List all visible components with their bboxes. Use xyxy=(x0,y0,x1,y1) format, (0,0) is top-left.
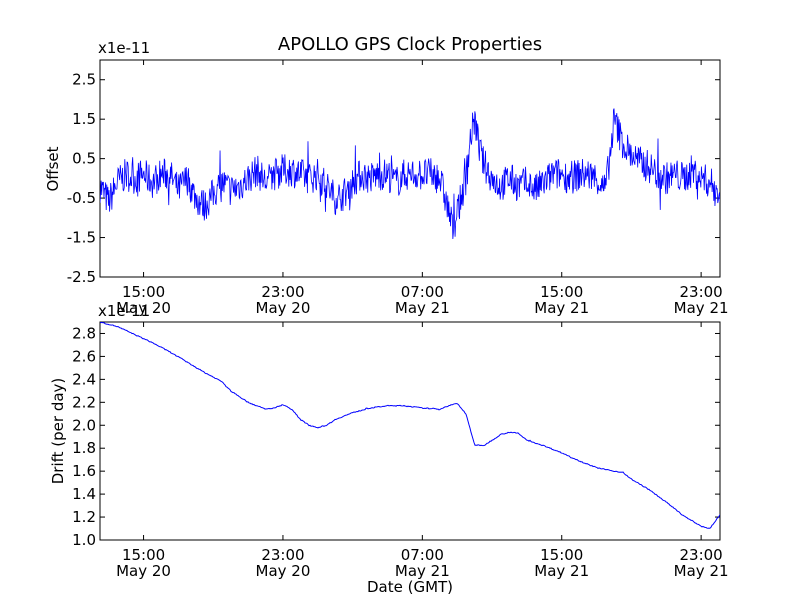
drift-x-tick-date: May 20 xyxy=(256,562,311,580)
drift-plot-frame xyxy=(99,321,721,541)
offset-x-tick-date: May 20 xyxy=(116,299,171,317)
offset-x-tick-label: 15:00 xyxy=(122,283,165,301)
drift-x-tick-label: 15:00 xyxy=(540,546,583,564)
offset-x-tick-label: 23:00 xyxy=(680,283,723,301)
offset-y-axis-label: Offset xyxy=(44,146,62,191)
drift-x-tick-label: 23:00 xyxy=(261,546,304,564)
offset-x-tick-label: 23:00 xyxy=(261,283,304,301)
offset-y-tick-label: 0.5 xyxy=(72,150,96,168)
drift-y-tick-label: 2.2 xyxy=(72,393,96,411)
offset-y-tick-label: -2.5 xyxy=(67,268,96,286)
drift-x-tick-date: May 21 xyxy=(534,562,589,580)
drift-y-tick-label: 2.4 xyxy=(72,370,96,388)
drift-y-tick-label: 1.0 xyxy=(72,531,96,549)
drift-x-tick-date: May 21 xyxy=(674,562,729,580)
offset-y-tick-label: 1.5 xyxy=(72,110,96,128)
offset-y-tick-label: -1.5 xyxy=(67,229,96,247)
offset-x-tick-date: May 21 xyxy=(534,299,589,317)
drift-x-tick-label: 23:00 xyxy=(680,546,723,564)
offset-x-tick-date: May 21 xyxy=(674,299,729,317)
drift-x-tick-label: 07:00 xyxy=(401,546,444,564)
drift-y-tick-label: 2.6 xyxy=(72,347,96,365)
drift-x-tick-date: May 21 xyxy=(395,562,450,580)
drift-x-tick-date: May 20 xyxy=(116,562,171,580)
drift-y-tick-label: 1.8 xyxy=(72,439,96,457)
drift-x-axis-label: Date (GMT) xyxy=(367,578,453,596)
drift-y-tick-label: 1.2 xyxy=(72,508,96,526)
offset-multiplier: x1e-11 xyxy=(98,39,150,57)
offset-x-tick-label: 07:00 xyxy=(401,283,444,301)
drift-x-tick-label: 15:00 xyxy=(122,546,165,564)
offset-y-tick-label: 2.5 xyxy=(72,71,96,89)
drift-multiplier: x1e-11 xyxy=(98,302,150,320)
offset-plot-frame xyxy=(99,59,721,278)
drift-y-tick-label: 1.6 xyxy=(72,462,96,480)
offset-y-tick-label: -0.5 xyxy=(67,189,96,207)
drift-y-tick-label: 1.4 xyxy=(72,485,96,503)
offset-x-tick-label: 15:00 xyxy=(540,283,583,301)
drift-y-axis-label: Drift (per day) xyxy=(49,378,67,485)
figure-title: APOLLO GPS Clock Properties xyxy=(278,34,542,55)
offset-series-line xyxy=(100,108,720,239)
drift-series-line xyxy=(100,322,720,529)
offset-x-tick-date: May 20 xyxy=(256,299,311,317)
drift-y-tick-label: 2.0 xyxy=(72,416,96,434)
offset-x-tick-date: May 21 xyxy=(395,299,450,317)
drift-y-tick-label: 2.8 xyxy=(72,324,96,342)
